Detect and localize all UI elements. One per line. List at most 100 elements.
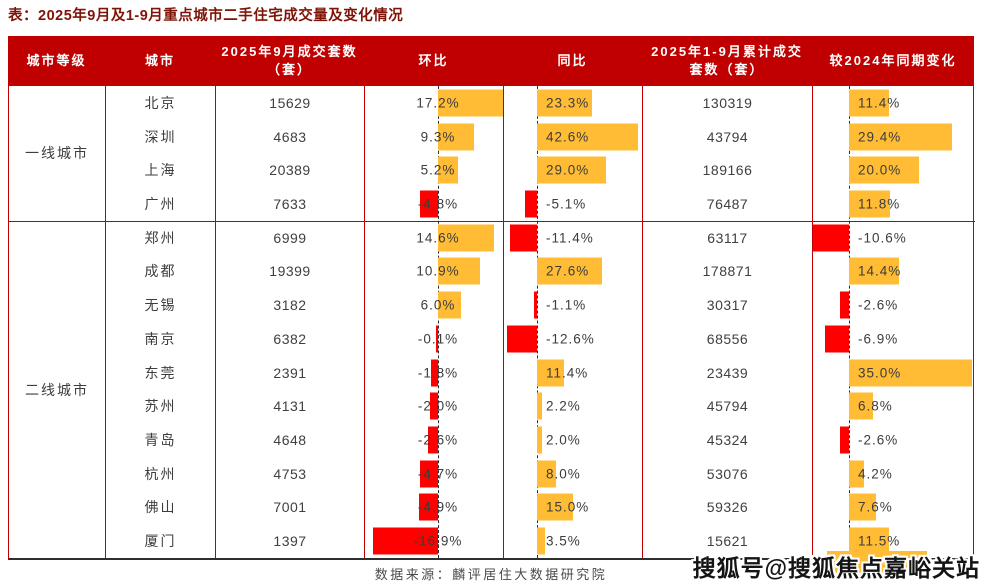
sep-volume-cell: 7633 — [216, 187, 365, 221]
yoy-value-label: 27.6% — [546, 263, 590, 279]
city-cell: 佛山 — [106, 490, 216, 525]
chg-value-label: 7.6% — [858, 499, 893, 515]
sep-volume-cell: 2391 — [216, 355, 365, 390]
chg-bar-cell: -10.6% — [813, 220, 975, 255]
mom-bar-cell: 9.3% — [365, 119, 504, 154]
chg-zero-axis-line — [849, 86, 850, 558]
chg-bar-cell: 29.4% — [813, 120, 975, 154]
header-mom: 环比 — [418, 53, 449, 69]
chg-bar-cell: -2.6% — [813, 423, 975, 457]
negative-bar — [839, 291, 849, 319]
mom-value-label: -2.6% — [417, 432, 459, 448]
yoy-value-label: 29.0% — [546, 162, 590, 178]
tier-label-cell: 一线城市 — [9, 86, 106, 221]
mom-value-label: -4.8% — [417, 196, 459, 212]
mom-bar-cell: 10.9% — [365, 254, 504, 289]
mom-value-label: 14.6% — [416, 230, 460, 246]
chg-value-label: 6.8% — [858, 398, 893, 414]
yoy-value-label: 3.5% — [546, 533, 581, 549]
mom-bar-cell: -16.9% — [365, 524, 504, 558]
header-yoy: 同比 — [557, 53, 588, 69]
mom-value-label: 5.2% — [420, 162, 456, 178]
mom-value-label: -0.1% — [417, 331, 459, 347]
chg-value-label: 11.5% — [858, 533, 901, 549]
negative-bar — [813, 224, 849, 252]
chg-bar-cell: 11.5% — [813, 524, 975, 558]
chg-value-label: -2.6% — [858, 297, 899, 313]
positive-bar — [438, 224, 495, 252]
cum-volume-cell: 76487 — [643, 187, 813, 221]
positive-bar — [537, 156, 606, 184]
yoy-bar-cell: 23.3% — [504, 86, 643, 120]
chg-bar-cell: 11.8% — [813, 187, 975, 221]
positive-bar — [537, 527, 546, 555]
city-cell: 无锡 — [106, 288, 216, 322]
sep-volume-cell: 1397 — [216, 524, 365, 558]
city-cell: 苏州 — [106, 389, 216, 424]
mom-bar-cell: 5.2% — [365, 153, 504, 188]
sep-volume-cell: 4683 — [216, 119, 365, 154]
positive-bar — [537, 359, 565, 387]
chg-bar-cell: 6.8% — [813, 389, 975, 423]
positive-bar — [537, 493, 573, 521]
yoy-value-label: 8.0% — [546, 466, 581, 482]
data-table: 城市等级 城市 2025年9月成交套数（套） 环比 同比 2025年1-9月累计… — [8, 36, 975, 560]
header-city-tier: 城市等级 — [26, 53, 87, 69]
yoy-bar-cell: -5.1% — [504, 187, 643, 221]
city-cell: 深圳 — [106, 119, 216, 154]
mom-bar-cell: -0.1% — [365, 322, 504, 356]
yoy-value-label: -1.1% — [546, 297, 587, 313]
positive-bar — [849, 392, 873, 420]
positive-bar — [438, 291, 462, 319]
cum-volume-cell: 178871 — [643, 254, 813, 289]
negative-bar — [534, 291, 537, 319]
city-cell: 上海 — [106, 153, 216, 188]
cum-volume-cell: 53076 — [643, 456, 813, 491]
positive-bar — [849, 257, 900, 285]
chg-bar-cell: -6.9% — [813, 322, 975, 356]
positive-bar — [849, 460, 864, 488]
mom-bar-cell: -2.0% — [365, 389, 504, 424]
cum-volume-cell: 63117 — [643, 220, 813, 255]
positive-bar — [537, 123, 638, 151]
yoy-bar-cell: 3.5% — [504, 524, 643, 558]
negative-bar — [419, 190, 438, 218]
watermark-highlight — [827, 551, 927, 573]
mom-value-label: 10.9% — [416, 263, 460, 279]
mom-bar-cell: 6.0% — [365, 288, 504, 322]
yoy-bar-cell: 15.0% — [504, 490, 643, 525]
positive-bar — [849, 359, 972, 387]
yoy-bar-cell: 8.0% — [504, 456, 643, 491]
mom-bar-cell: 17.2% — [365, 86, 504, 120]
cum-volume-cell: 23439 — [643, 355, 813, 390]
page-title: 表：2025年9月及1-9月重点城市二手住宅成交量及变化情况 — [8, 8, 404, 24]
mom-value-label: -1.8% — [417, 365, 459, 381]
mom-value-label: 17.2% — [416, 95, 460, 111]
city-cell: 广州 — [106, 187, 216, 221]
mom-bar-cell: -2.6% — [365, 423, 504, 457]
cum-volume-cell: 189166 — [643, 153, 813, 188]
cum-volume-cell: 30317 — [643, 288, 813, 322]
yoy-bar-cell: 42.6% — [504, 119, 643, 154]
sep-volume-cell: 3182 — [216, 288, 365, 322]
sep-volume-cell: 7001 — [216, 490, 365, 525]
yoy-bar-cell: -12.6% — [504, 322, 643, 356]
positive-bar — [438, 123, 474, 151]
yoy-bar-cell: 2.2% — [504, 389, 643, 424]
yoy-bar-cell: 29.0% — [504, 153, 643, 188]
tier-label: 一线城市 — [25, 145, 89, 162]
chg-value-label: 14.4% — [858, 263, 902, 279]
sep-volume-cell: 4753 — [216, 456, 365, 491]
yoy-bar-cell: -1.1% — [504, 288, 643, 322]
tier-label: 二线城市 — [25, 381, 89, 398]
chg-bar-cell: 35.0% — [813, 356, 975, 390]
chg-bar-cell: 20.0% — [813, 153, 975, 187]
negative-bar — [431, 359, 438, 387]
sep-volume-cell: 15629 — [216, 86, 365, 120]
table-header-row: 城市等级 城市 2025年9月成交套数（套） 环比 同比 2025年1-9月累计… — [8, 36, 974, 86]
sep-volume-cell: 4648 — [216, 423, 365, 457]
sep-volume-cell: 6382 — [216, 322, 365, 356]
chg-value-label: 20.0% — [858, 162, 902, 178]
mom-bar-cell: -4.8% — [365, 187, 504, 221]
positive-bar — [849, 156, 919, 184]
